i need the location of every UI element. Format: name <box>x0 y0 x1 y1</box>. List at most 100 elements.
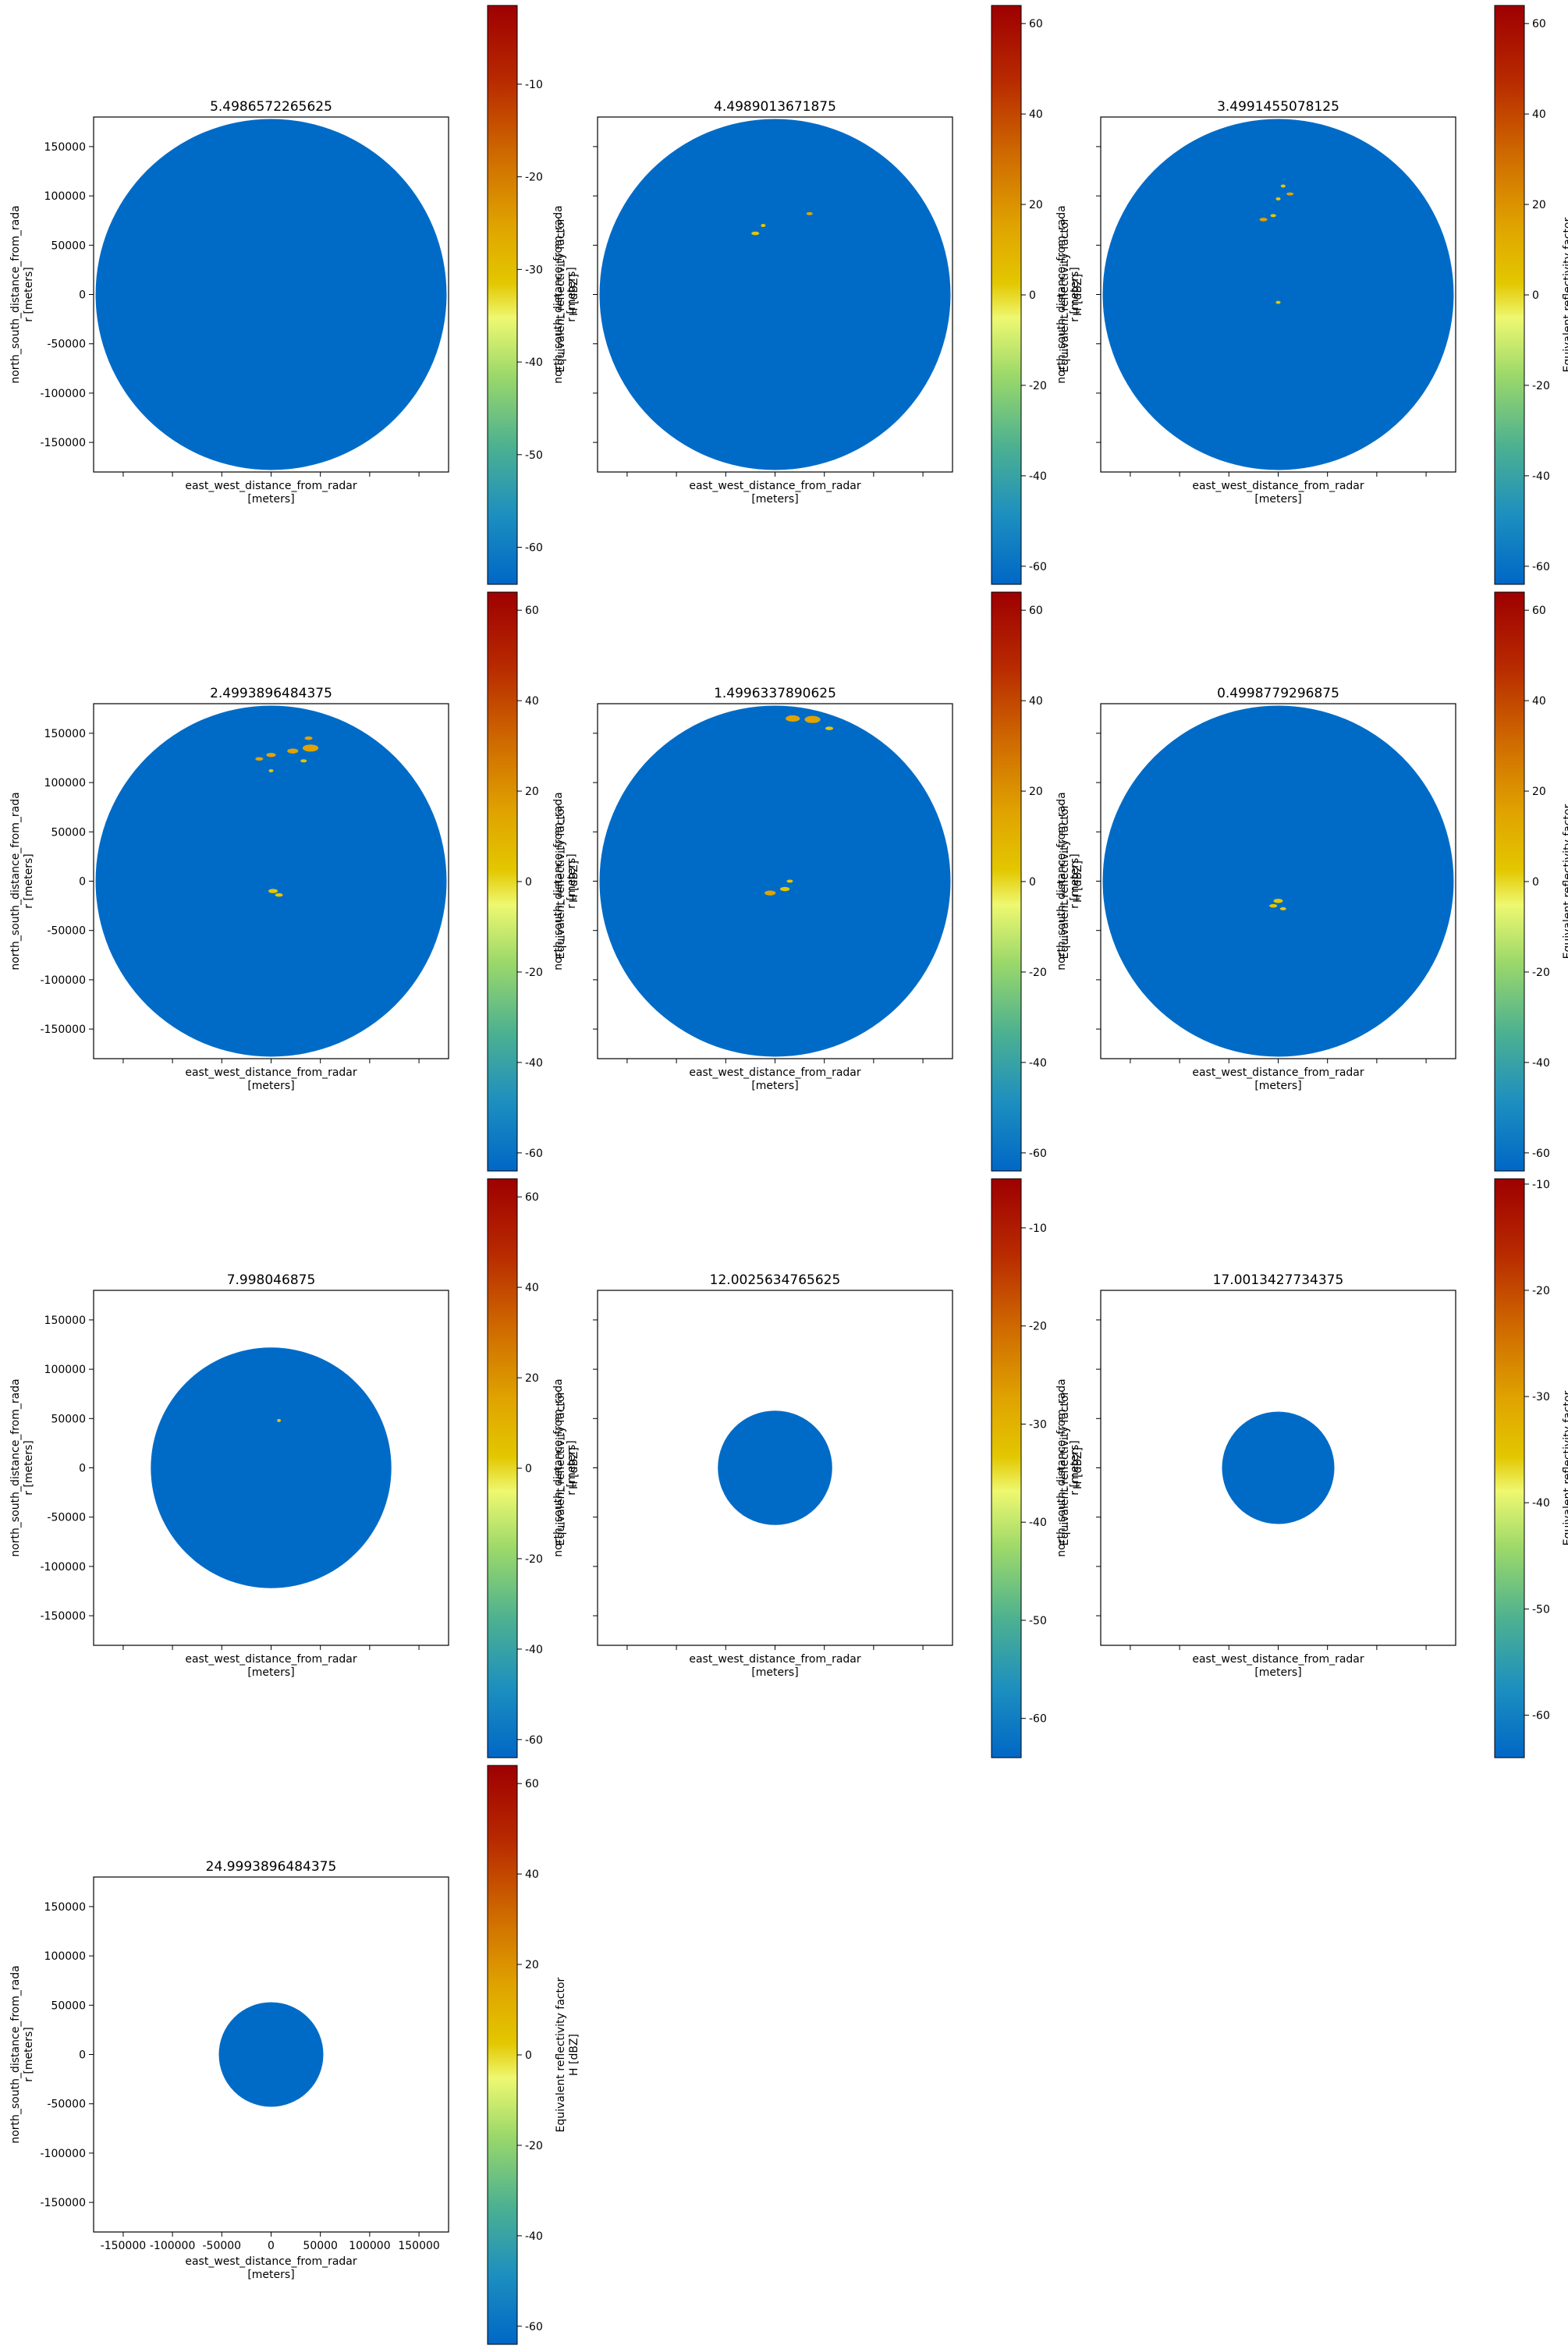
colorbar: -60 -40 -20 0 20 40 60 Equivalent reflectivity … <box>1494 5 1568 585</box>
y-axis-label: north_south_distance_from_rada <box>552 792 565 970</box>
y-tick-label: 0 <box>79 1463 86 1475</box>
y-tick-label: 150000 <box>44 1901 86 1914</box>
radar-panel: 24.9993896484375-150000-150000-100000-10… <box>9 1765 580 2345</box>
echo-mark <box>1275 300 1281 304</box>
colorbar-gradient <box>487 5 518 585</box>
x-axis-label: [meters] <box>751 1080 798 1092</box>
colorbar-gradient <box>991 591 1022 1172</box>
x-axis-label: [meters] <box>247 2269 294 2281</box>
colorbar-tick-label: -20 <box>525 2140 543 2152</box>
y-tick-label: 0 <box>79 2049 86 2062</box>
colorbar-tick-label: 40 <box>525 1868 539 1881</box>
echo-mark <box>300 759 307 763</box>
colorbar-tick-label: -20 <box>1532 380 1550 392</box>
colorbar-label: Equivalent reflectivity factor <box>1059 217 1071 372</box>
colorbar-gradient <box>1494 5 1525 585</box>
colorbar-tick-label: 20 <box>1532 786 1546 798</box>
colorbar: -60 -40 -20 0 20 40 60 Equivalent reflectivity … <box>487 591 580 1172</box>
x-axis-label: [meters] <box>751 493 798 506</box>
echo-mark <box>1279 907 1286 910</box>
echo-mark <box>1280 184 1286 188</box>
colorbar-tick-label: -40 <box>1029 470 1047 483</box>
panel-title: 12.0025634765625 <box>710 1272 841 1288</box>
radar-coverage-disk <box>1102 705 1454 1057</box>
colorbar-tick-label: 60 <box>525 1191 539 1204</box>
colorbar-gradient <box>991 1178 1022 1758</box>
echo-mark <box>751 231 760 236</box>
radar-panel: 1.4996337890625 east_west_distance_from_r… <box>552 591 1084 1172</box>
colorbar: -60 -40 -20 0 20 40 60 Equivalent reflectivity … <box>487 1178 580 1758</box>
colorbar-tick-label: -20 <box>1532 967 1550 979</box>
colorbar: -60 -50 -40 -30 -20 -10 Equivalent reflectivit… <box>991 1178 1084 1758</box>
colorbar-tick-label: -60 <box>1029 1713 1047 1726</box>
colorbar-tick-label: -20 <box>1029 380 1047 392</box>
y-tick-label: 150000 <box>44 728 86 740</box>
panel-title: 0.4998779296875 <box>1217 686 1339 701</box>
colorbar-label: Equivalent reflectivity factor <box>555 1390 567 1545</box>
panel-title: 3.4991455078125 <box>1217 99 1339 115</box>
y-axis-label: north_south_distance_from_rada <box>9 205 22 383</box>
colorbar-tick-label: -40 <box>1029 1057 1047 1070</box>
colorbar-tick-label: -60 <box>525 1148 543 1160</box>
y-tick-label: 50000 <box>51 240 86 252</box>
colorbar-label: H [dBZ] <box>568 274 580 316</box>
y-axis-label: north_south_distance_from_rada <box>1055 792 1068 970</box>
panel-title: 24.9993896484375 <box>206 1859 337 1875</box>
y-axis-label: r [meters] <box>566 853 578 909</box>
echo-mark <box>1270 214 1276 218</box>
echo-mark <box>304 736 313 740</box>
y-tick-label: -100000 <box>41 974 87 987</box>
colorbar-tick-label: -20 <box>525 967 543 979</box>
colorbar-tick-label: 0 <box>1532 289 1539 302</box>
x-axis-label: [meters] <box>247 1080 294 1092</box>
radar-panel: 7.998046875 -150000 -100000 -50000 0 50000 100… <box>9 1178 580 1758</box>
y-axis-label: north_south_distance_from_rada <box>552 1379 565 1556</box>
colorbar-gradient <box>487 1765 518 2345</box>
colorbar-tick-label: -40 <box>1532 470 1550 483</box>
colorbar-gradient <box>1494 1178 1525 1758</box>
echo-mark <box>287 748 299 754</box>
panel-title: 4.4989013671875 <box>714 99 836 115</box>
echo-mark <box>804 715 821 723</box>
radar-panel: 5.4986572265625 -150000 -100000 -50000 0 5000… <box>9 5 580 585</box>
colorbar-label: Equivalent reflectivity factor <box>1562 804 1568 959</box>
colorbar-tick-label: -60 <box>1532 561 1550 573</box>
colorbar-tick-label: -40 <box>525 1057 543 1070</box>
colorbar-tick-label: -40 <box>525 2230 543 2243</box>
colorbar-label: Equivalent reflectivity factor <box>1562 1390 1568 1545</box>
colorbar-tick-label: 60 <box>1532 18 1546 30</box>
y-tick-label: 0 <box>79 289 86 302</box>
echo-mark <box>266 752 276 758</box>
y-tick-label: 50000 <box>51 1413 86 1425</box>
colorbar-tick-label: 40 <box>525 1282 539 1294</box>
x-axis-label: [meters] <box>247 493 294 506</box>
radar-coverage-disk <box>151 1347 392 1588</box>
colorbar: -60 -50 -40 -30 -20 -10 Equivalent reflectivit… <box>1494 1178 1568 1758</box>
echo-mark <box>1269 903 1278 908</box>
colorbar-label: Equivalent reflectivity factor <box>555 1977 567 2132</box>
x-axis-label: [meters] <box>751 1666 798 1679</box>
x-axis-label: east_west_distance_from_radar <box>689 480 861 492</box>
y-axis-label: north_south_distance_from_rada <box>1055 205 1068 383</box>
x-axis-label: east_west_distance_from_radar <box>185 480 357 492</box>
colorbar-tick-label: -50 <box>1029 1615 1047 1627</box>
x-axis-label: [meters] <box>1254 1080 1301 1092</box>
echo-mark <box>277 1418 282 1422</box>
x-axis-label: east_west_distance_from_radar <box>1192 1066 1364 1079</box>
echo-mark <box>825 726 834 730</box>
y-tick-label: 50000 <box>51 1999 86 2012</box>
colorbar-tick-label: 20 <box>1029 199 1043 211</box>
colorbar-tick-label: 60 <box>525 1778 539 1790</box>
echo-mark <box>1275 197 1281 200</box>
colorbar-tick-label: -10 <box>525 79 543 91</box>
x-axis-label: east_west_distance_from_radar <box>185 1066 357 1079</box>
colorbar-tick-label: -20 <box>1029 1321 1047 1333</box>
echo-mark <box>268 889 278 893</box>
y-tick-label: -50000 <box>47 339 86 351</box>
colorbar-tick-label: -60 <box>1532 1710 1550 1723</box>
y-axis-label: north_south_distance_from_rada <box>9 1965 22 2143</box>
colorbar-tick-label: -40 <box>1532 1057 1550 1070</box>
colorbar-tick-label: 40 <box>1029 695 1043 708</box>
x-tick-label: 50000 <box>303 2240 338 2252</box>
